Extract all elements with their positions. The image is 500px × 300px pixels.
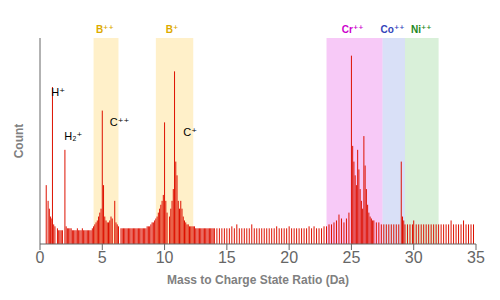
svg-text:H₂⁺: H₂⁺	[64, 130, 82, 142]
svg-text:15: 15	[218, 249, 236, 266]
svg-text:H⁺: H⁺	[51, 86, 65, 98]
svg-text:C⁺⁺: C⁺⁺	[110, 116, 130, 128]
svg-text:Mass to Charge State Ratio (Da: Mass to Charge State Ratio (Da)	[167, 273, 349, 287]
svg-text:35: 35	[467, 249, 485, 266]
svg-text:Count: Count	[12, 124, 26, 159]
svg-text:B⁺⁺: B⁺⁺	[96, 24, 114, 35]
svg-text:20: 20	[280, 249, 298, 266]
svg-text:10: 10	[156, 249, 174, 266]
svg-text:Ni⁺⁺: Ni⁺⁺	[411, 24, 432, 35]
svg-text:5: 5	[98, 249, 107, 266]
svg-text:C⁺: C⁺	[183, 126, 197, 138]
svg-text:B⁺: B⁺	[166, 24, 179, 35]
svg-text:30: 30	[405, 249, 423, 266]
svg-text:Cr⁺⁺: Cr⁺⁺	[342, 24, 364, 35]
svg-text:Co⁺⁺: Co⁺⁺	[381, 24, 405, 35]
svg-text:0: 0	[36, 249, 45, 266]
svg-text:25: 25	[343, 249, 361, 266]
